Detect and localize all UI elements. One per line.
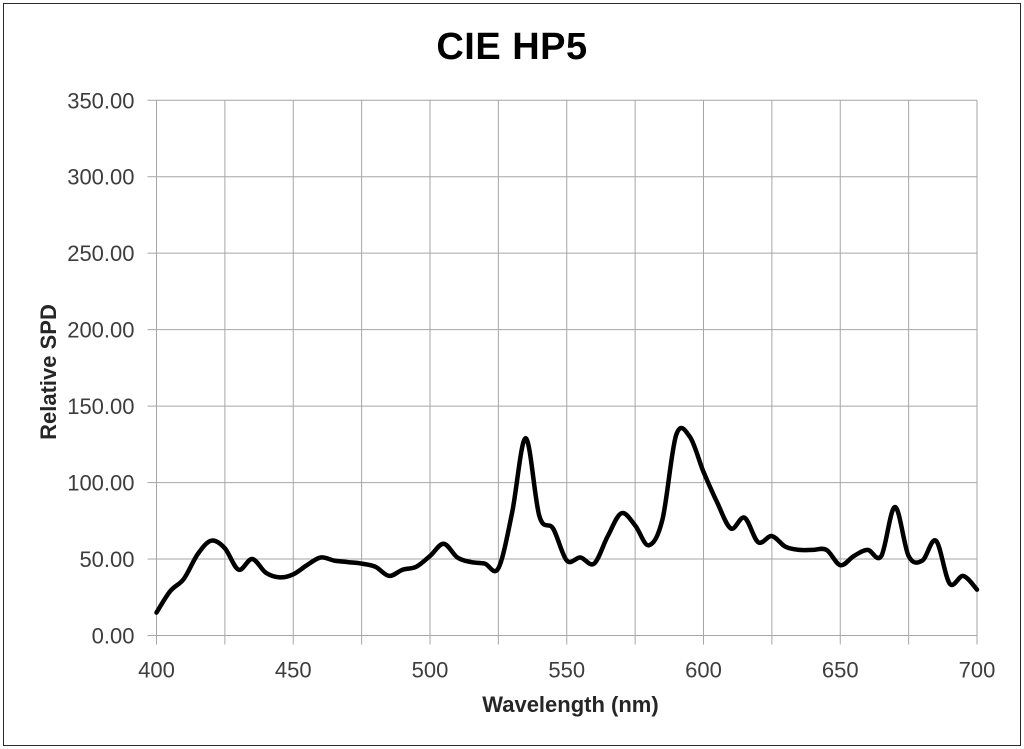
y-tick-label: 300.00 — [67, 165, 134, 190]
x-tick-label: 700 — [959, 658, 996, 683]
x-tick-label: 500 — [412, 658, 449, 683]
x-axis-title: Wavelength (nm) — [482, 692, 659, 717]
x-tick-label: 400 — [138, 658, 175, 683]
y-tick-label: 250.00 — [67, 241, 134, 266]
chart-frame: CIE HP5 Relative SPD Wavelength (nm) — [3, 3, 1021, 746]
y-tick-label: 50.00 — [79, 547, 134, 572]
y-tick-label: 100.00 — [67, 471, 134, 496]
x-tick-label: 600 — [685, 658, 722, 683]
x-tick-label: 550 — [548, 658, 585, 683]
spd-curve — [154, 425, 980, 615]
x-tick-label: 450 — [275, 658, 312, 683]
x-tick-label: 650 — [822, 658, 859, 683]
y-tick-label: 150.00 — [67, 394, 134, 419]
chart-title: CIE HP5 — [436, 26, 588, 68]
y-tick-label: 200.00 — [67, 318, 134, 343]
y-tick-label: 0.00 — [92, 624, 135, 649]
y-tick-label: 350.00 — [67, 88, 134, 113]
